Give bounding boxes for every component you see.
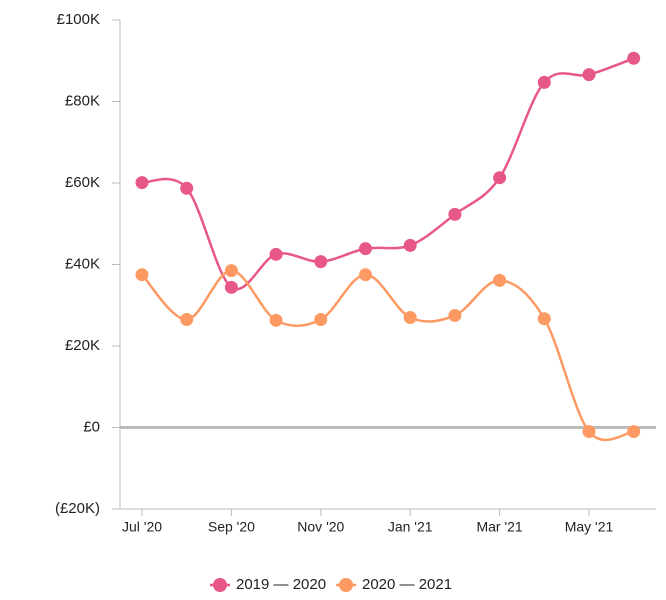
data-point	[537, 312, 551, 326]
y-tick-label: £100K	[57, 11, 100, 28]
data-point	[269, 247, 283, 261]
data-point	[224, 264, 238, 278]
data-point	[180, 313, 194, 327]
x-tick-label: Jul '20	[122, 519, 162, 535]
data-point	[582, 425, 596, 439]
y-tick-label: £20K	[65, 337, 100, 354]
data-point	[493, 171, 507, 185]
x-tick-label: Sep '20	[208, 519, 255, 535]
data-point	[627, 425, 641, 439]
data-point	[403, 310, 417, 324]
legend-item: 2020 — 2021	[336, 576, 452, 593]
x-tick-label: Nov '20	[297, 519, 344, 535]
legend-marker	[339, 578, 353, 592]
legend-item: 2019 — 2020	[210, 576, 326, 593]
data-point	[269, 313, 283, 327]
y-tick-label: (£20K)	[55, 500, 100, 517]
legend-label: 2019 — 2020	[236, 576, 326, 593]
data-point	[493, 273, 507, 287]
x-tick-label: May '21	[565, 519, 614, 535]
data-point	[359, 268, 372, 282]
data-point	[224, 280, 238, 294]
x-tick-label: Jan '21	[388, 519, 433, 535]
x-tick-label: Mar '21	[476, 519, 522, 535]
series-line	[141, 57, 635, 291]
data-point	[582, 68, 596, 82]
data-point	[135, 268, 149, 282]
data-point	[627, 51, 641, 65]
y-tick-label: £80K	[65, 92, 100, 109]
data-point	[314, 255, 328, 269]
series-line	[141, 269, 634, 442]
data-point	[403, 238, 417, 252]
data-point	[135, 176, 149, 190]
data-point	[180, 181, 194, 195]
legend-label: 2020 — 2021	[362, 576, 452, 593]
data-point	[359, 242, 372, 256]
data-point	[448, 308, 462, 322]
y-tick-label: £0	[83, 418, 100, 435]
data-point	[314, 313, 328, 327]
data-point	[448, 207, 462, 221]
y-tick-label: £40K	[65, 255, 100, 272]
data-point	[537, 75, 551, 89]
legend-marker	[213, 578, 227, 592]
y-tick-label: £60K	[65, 174, 100, 191]
